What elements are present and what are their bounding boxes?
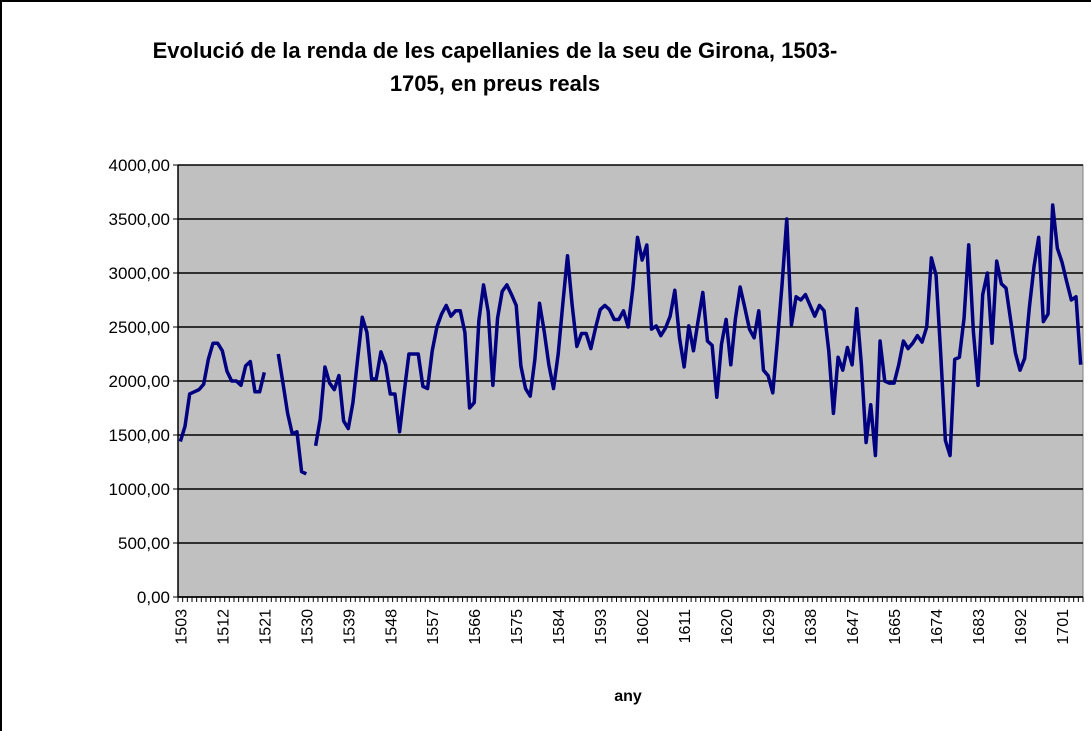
- x-tick-label: 1530: [299, 609, 316, 645]
- y-tick-label: 0,00: [137, 588, 170, 607]
- x-tick-label: 1503: [173, 609, 190, 645]
- x-tick-label: 1638: [803, 609, 820, 645]
- x-tick-label: 1683: [971, 609, 988, 645]
- x-tick-label: 1557: [425, 609, 442, 645]
- y-tick-label: 2000,00: [109, 372, 170, 391]
- x-tick-label: 1665: [887, 609, 904, 645]
- y-tick-label: 1000,00: [109, 480, 170, 499]
- x-tick-label: 1512: [215, 609, 232, 645]
- x-tick-label: 1602: [635, 609, 652, 645]
- x-tick-label: 1521: [257, 609, 274, 645]
- x-tick-label: 1593: [593, 609, 610, 645]
- y-tick-label: 3000,00: [109, 264, 170, 283]
- y-tick-label: 3500,00: [109, 210, 170, 229]
- x-tick-label: 1629: [761, 609, 778, 645]
- x-axis-label: any: [614, 688, 642, 705]
- x-tick-label: 1692: [1013, 609, 1030, 645]
- x-tick-label: 1548: [383, 609, 400, 645]
- chart-title: Evolució de la renda de les capellanies …: [152, 38, 838, 96]
- x-tick-label: 1566: [467, 609, 484, 645]
- x-tick-label: 1539: [341, 609, 358, 645]
- y-tick-label: 500,00: [118, 534, 170, 553]
- x-tick-label: 1647: [845, 609, 862, 645]
- x-tick-label: 1701: [1055, 609, 1072, 645]
- x-tick-label: 1611: [677, 609, 694, 644]
- y-tick-label: 2500,00: [109, 318, 170, 337]
- x-tick-label: 1674: [929, 609, 946, 645]
- y-tick-label: 4000,00: [109, 156, 170, 175]
- x-tick-label: 1620: [719, 609, 736, 645]
- data-line: [178, 203, 1083, 476]
- x-tick-label: 1584: [551, 609, 568, 645]
- y-tick-label: 1500,00: [109, 426, 170, 445]
- x-tick-label: 1575: [509, 609, 526, 645]
